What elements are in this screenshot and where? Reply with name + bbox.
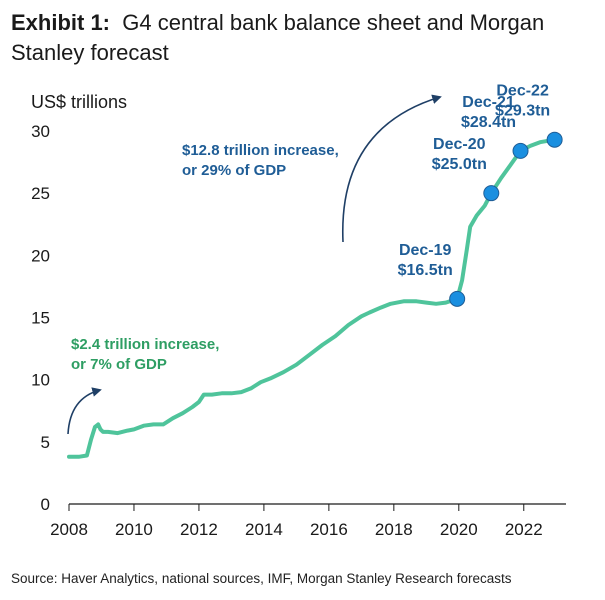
y-axis-unit-label: US$ trillions bbox=[31, 92, 127, 112]
x-tick-label: 2012 bbox=[180, 520, 218, 539]
annotation-covid-line1: $12.8 trillion increase, bbox=[182, 142, 339, 159]
y-tick-label: 25 bbox=[31, 184, 50, 203]
x-tick-label: 2016 bbox=[310, 520, 348, 539]
title-exhibit: Exhibit 1: bbox=[11, 10, 111, 35]
annotation-qe1-line1: $2.4 trillion increase, bbox=[71, 336, 219, 353]
axes: US$ trillions 0 5 10 15 20 25 30 2008 2010 2012 201… bbox=[31, 92, 566, 539]
marker-date-label: Dec-21 bbox=[462, 94, 515, 111]
chart-title: Exhibit 1: G4 central bank balance sheet… bbox=[11, 8, 591, 68]
x-tick-label: 2022 bbox=[505, 520, 543, 539]
marker-date-label: Dec-19 bbox=[399, 242, 452, 259]
data-point-marker bbox=[512, 142, 529, 159]
source-note: Source: Haver Analytics, national source… bbox=[11, 571, 512, 586]
y-tick-label: 10 bbox=[31, 371, 50, 390]
data-point-marker bbox=[546, 131, 563, 148]
y-tick-label: 5 bbox=[41, 433, 50, 452]
title-text: G4 central bank balance sheet and Morgan… bbox=[11, 10, 545, 65]
x-tick-label: 2010 bbox=[115, 520, 153, 539]
data-point-marker bbox=[483, 185, 500, 202]
marker-value-label: $16.5tn bbox=[398, 262, 453, 279]
annotation-qe1-line2: or 7% of GDP bbox=[71, 356, 167, 373]
marker-value-label: $25.0tn bbox=[432, 156, 487, 173]
annotation-arrow-qe1 bbox=[67, 387, 102, 435]
series-line bbox=[67, 137, 557, 459]
x-tick-label: 2014 bbox=[245, 520, 283, 539]
x-tick-label: 2020 bbox=[440, 520, 478, 539]
x-tick-label: 2018 bbox=[375, 520, 413, 539]
y-tick-label: 0 bbox=[41, 495, 50, 514]
y-tick-label: 20 bbox=[31, 246, 50, 265]
marker-value-label: $28.4tn bbox=[461, 114, 516, 131]
y-tick-label: 15 bbox=[31, 309, 50, 328]
labels: Dec-19 $16.5tn Dec-20 $25.0tn Dec-21 $28.4tn D… bbox=[67, 83, 550, 435]
data-point-marker bbox=[449, 290, 466, 307]
y-tick-label: 30 bbox=[31, 122, 50, 141]
annotation-covid-line2: or 29% of GDP bbox=[182, 162, 286, 179]
plot-area bbox=[67, 131, 563, 459]
marker-date-label: Dec-22 bbox=[496, 83, 549, 100]
marker-date-label: Dec-20 bbox=[433, 136, 486, 153]
marker-value-label: $29.3tn bbox=[495, 103, 550, 120]
annotation-arrow-covid bbox=[342, 94, 442, 243]
x-tick-label: 2008 bbox=[50, 520, 88, 539]
